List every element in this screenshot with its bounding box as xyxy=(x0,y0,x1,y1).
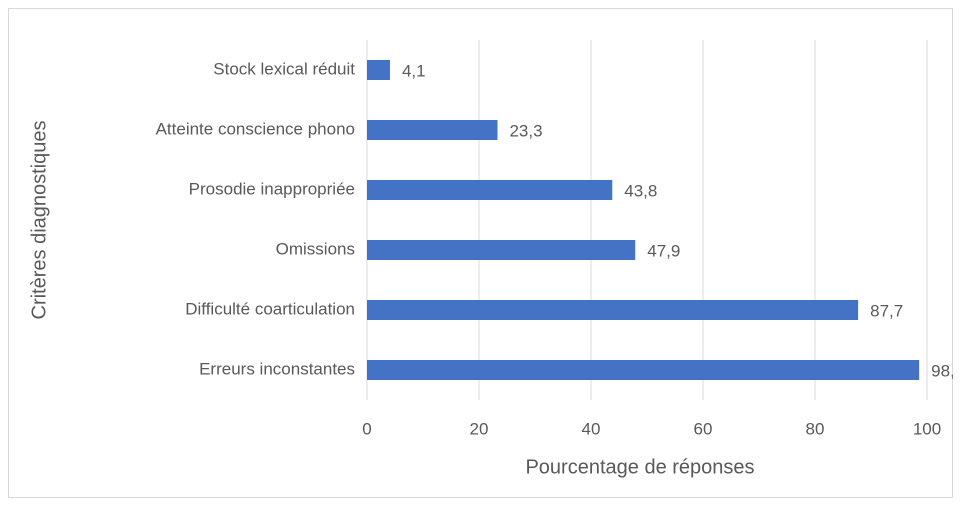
y-axis-title: Critères diagnostiques xyxy=(28,121,50,320)
y-tick-label: Difficulté coarticulation xyxy=(185,299,355,318)
bar xyxy=(367,360,920,380)
bar xyxy=(367,60,390,80)
y-tick-label: Prosodie inappropriée xyxy=(189,179,355,198)
x-axis-title: Pourcentage de réponses xyxy=(525,456,754,478)
y-tick-label: Stock lexical réduit xyxy=(213,59,355,78)
x-tick-label: 0 xyxy=(362,419,371,438)
data-label: 4,1 xyxy=(402,61,426,80)
data-label: 98,6 xyxy=(931,361,961,380)
bar xyxy=(367,300,859,320)
bar xyxy=(367,120,498,140)
x-tick-label: 80 xyxy=(806,419,825,438)
bar xyxy=(367,240,636,260)
plot-area: 0 20 40 60 80 100 Stock lexical réduit 4,1 Attei… xyxy=(156,40,961,438)
bar xyxy=(367,180,613,200)
y-tick-label: Atteinte conscience phono xyxy=(156,119,355,138)
data-label: 47,9 xyxy=(647,241,680,260)
y-tick-label: Omissions xyxy=(276,239,355,258)
y-tick-label: Erreurs inconstantes xyxy=(199,359,355,378)
x-tick-label: 40 xyxy=(582,419,601,438)
data-label: 87,7 xyxy=(870,301,903,320)
x-tick-label: 60 xyxy=(694,419,713,438)
data-label: 23,3 xyxy=(509,121,542,140)
x-tick-label: 20 xyxy=(470,419,489,438)
x-tick-label: 100 xyxy=(913,419,941,438)
data-label: 43,8 xyxy=(624,181,657,200)
